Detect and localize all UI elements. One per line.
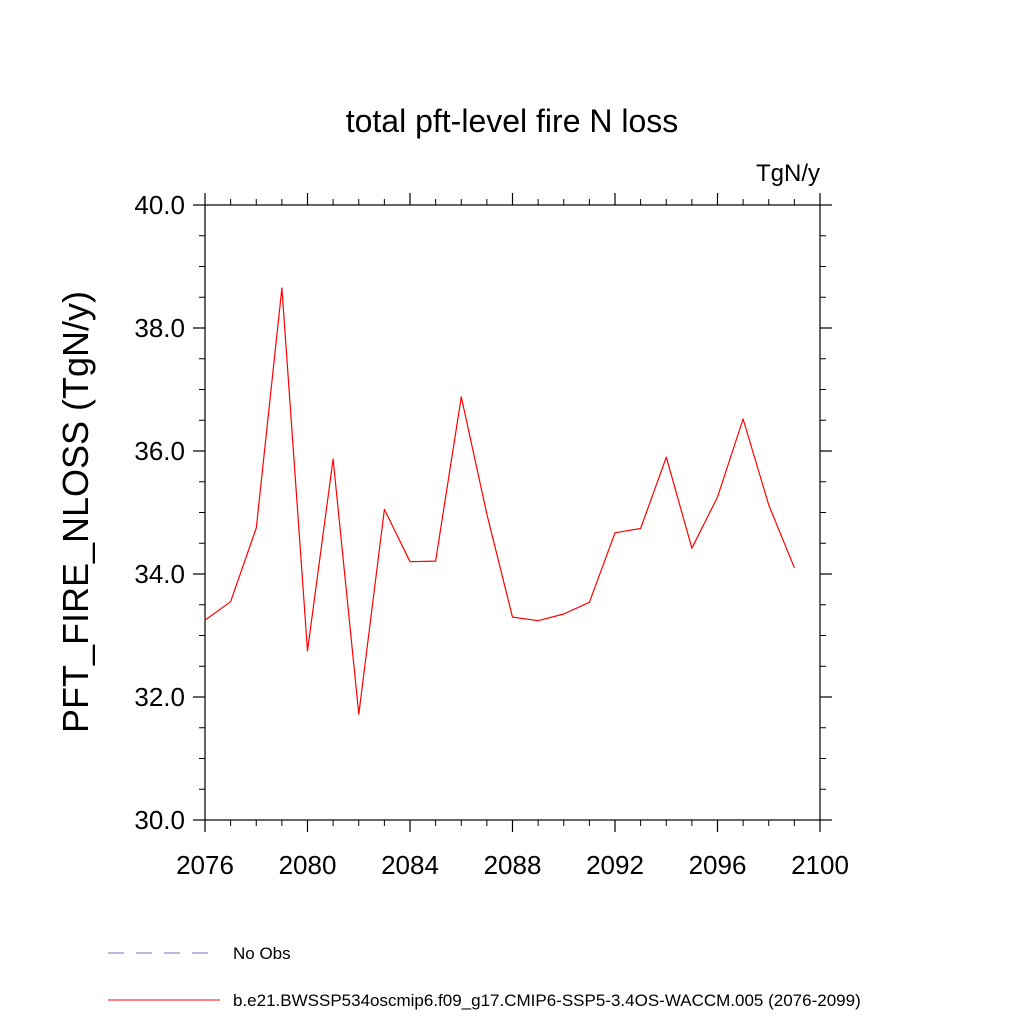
x-tick-label: 2080	[279, 850, 337, 880]
x-tick-label: 2084	[381, 850, 439, 880]
y-tick-label: 40.0	[134, 190, 185, 220]
legend-label: b.e21.BWSSP534oscmip6.f09_g17.CMIP6-SSP5…	[233, 991, 861, 1010]
axis-ticks: 2076 2080 2084 2088 2092 2096 2100 30.0 32.0 34.0…	[134, 190, 849, 880]
legend: No Obs b.e21.BWSSP534oscmip6.f09_g17.CMIP…	[108, 944, 861, 1010]
x-tick-label: 2088	[484, 850, 542, 880]
units-label: TgN/y	[756, 160, 820, 187]
x-tick-label: 2092	[586, 850, 644, 880]
series-line	[204, 287, 795, 715]
x-tick-label: 2076	[176, 850, 234, 880]
legend-label: No Obs	[233, 944, 291, 963]
x-tick-label: 2100	[791, 850, 849, 880]
y-axis-label: PFT_FIRE_NLOSS (TgN/y)	[55, 291, 96, 733]
y-tick-label: 30.0	[134, 805, 185, 835]
x-tick-label: 2096	[689, 850, 747, 880]
y-tick-label: 34.0	[134, 559, 185, 589]
y-tick-label: 32.0	[134, 682, 185, 712]
y-tick-label: 38.0	[134, 313, 185, 343]
chart-title: total pft-level fire N loss	[346, 103, 679, 139]
y-tick-label: 36.0	[134, 436, 185, 466]
series-layer	[204, 287, 795, 715]
